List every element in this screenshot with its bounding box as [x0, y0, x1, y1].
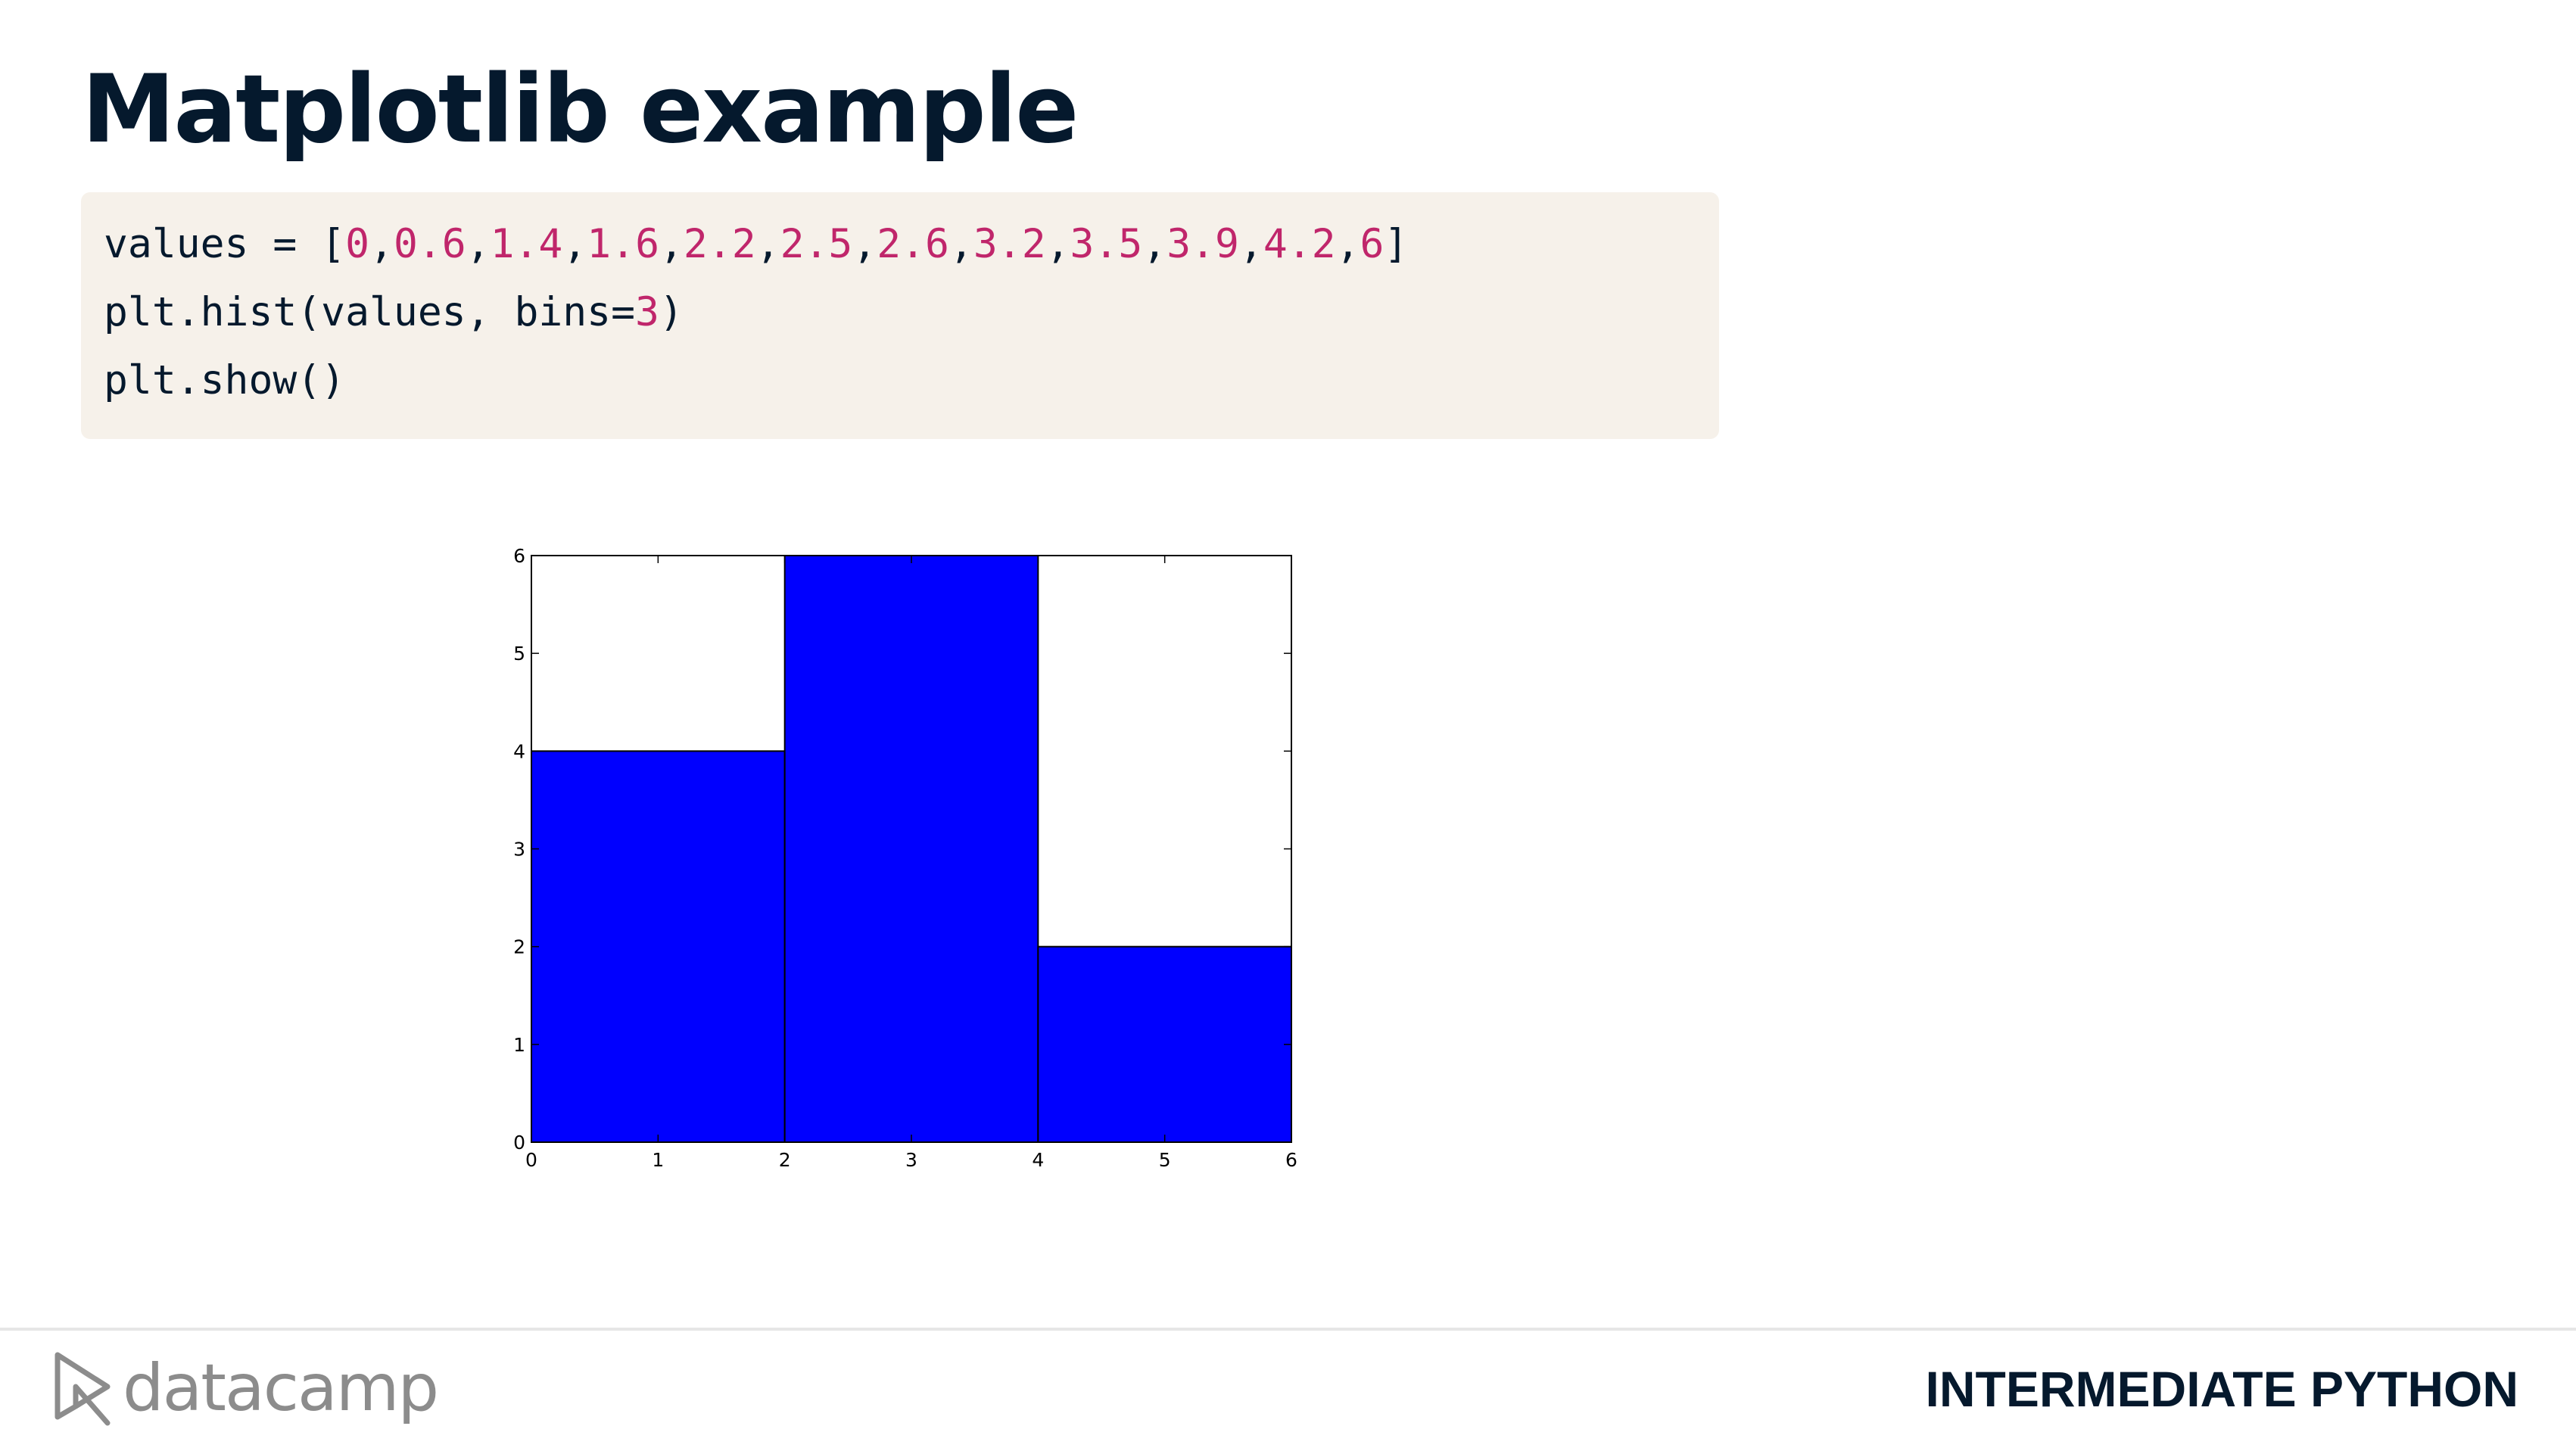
code-value: 6	[1360, 221, 1385, 267]
code-value: 2.6	[877, 221, 949, 267]
code-line-1-prefix: values = [	[104, 221, 346, 267]
histogram-bar	[783, 555, 1039, 1143]
y-tick-label: 5	[513, 643, 525, 665]
code-line-3-text: plt.show()	[104, 357, 346, 403]
code-value: 1.6	[587, 221, 659, 267]
datacamp-logo-icon	[55, 1352, 111, 1426]
y-tick-label: 3	[513, 839, 525, 861]
histogram-bar	[531, 750, 786, 1144]
histogram-bar	[1037, 945, 1292, 1144]
brand-wordmark: datacamp	[123, 1350, 439, 1426]
x-tick-label: 5	[1159, 1149, 1171, 1171]
code-line-1: values = [0,0.6,1.4,1.6,2.2,2.5,2.6,3.2,…	[104, 218, 1408, 271]
code-separator: ,	[466, 221, 491, 267]
code-separator: ,	[659, 221, 684, 267]
code-value: 2.5	[780, 221, 853, 267]
y-tick-label: 6	[513, 545, 525, 567]
x-tick-label: 3	[905, 1149, 917, 1171]
code-separator: ,	[1045, 221, 1070, 267]
y-tick-label: 4	[513, 740, 525, 762]
x-tick-label: 4	[1032, 1149, 1044, 1171]
plot-frame	[531, 555, 1292, 1143]
footer-brand: datacamp	[53, 1347, 447, 1431]
slide-title: Matplotlib example	[82, 55, 1079, 164]
y-tick-label: 2	[513, 936, 525, 958]
course-title: INTERMEDIATE PYTHON	[1925, 1361, 2518, 1417]
code-separator: ,	[852, 221, 877, 267]
code-line-2: plt.hist(values, bins=3)	[104, 286, 684, 339]
code-value: 3.9	[1167, 221, 1239, 267]
code-separator: ,	[755, 221, 780, 267]
code-line-3: plt.show()	[104, 354, 345, 407]
code-separator: ,	[562, 221, 587, 267]
code-separator: ,	[1142, 221, 1167, 267]
code-value: 3.5	[1070, 221, 1143, 267]
x-tick-label: 2	[779, 1149, 791, 1171]
code-line-1-suffix: ]	[1384, 221, 1409, 267]
code-value: 1.4	[490, 221, 563, 267]
histogram-chart: 0 1 2 3 4 5 6 0 1 2 3 4 5 6	[484, 537, 1325, 1188]
code-separator: ,	[1335, 221, 1360, 267]
code-separator: ,	[948, 221, 973, 267]
code-separator: ,	[1238, 221, 1263, 267]
code-line-2-suffix: )	[659, 289, 684, 335]
code-bins-arg: 3	[635, 289, 659, 335]
y-tick-label: 0	[513, 1132, 525, 1154]
code-value: 0	[345, 221, 370, 267]
code-separator: ,	[369, 221, 394, 267]
y-tick-label: 1	[513, 1034, 525, 1056]
x-tick-label: 6	[1285, 1149, 1297, 1171]
x-tick-label: 1	[652, 1149, 664, 1171]
code-line-2-prefix: plt.hist(values, bins=	[104, 289, 635, 335]
code-value: 4.2	[1263, 221, 1336, 267]
code-value: 3.2	[973, 221, 1046, 267]
x-tick-label: 0	[525, 1149, 537, 1171]
code-value: 2.2	[683, 221, 756, 267]
code-value: 0.6	[393, 221, 466, 267]
code-values-list: 0,0.6,1.4,1.6,2.2,2.5,2.6,3.2,3.5,3.9,4.…	[345, 221, 1384, 267]
footer-divider	[0, 1328, 2576, 1331]
code-block: values = [0,0.6,1.4,1.6,2.2,2.5,2.6,3.2,…	[81, 192, 1719, 439]
histogram-svg: 0 1 2 3 4 5 6 0 1 2 3 4 5 6	[513, 545, 1297, 1171]
